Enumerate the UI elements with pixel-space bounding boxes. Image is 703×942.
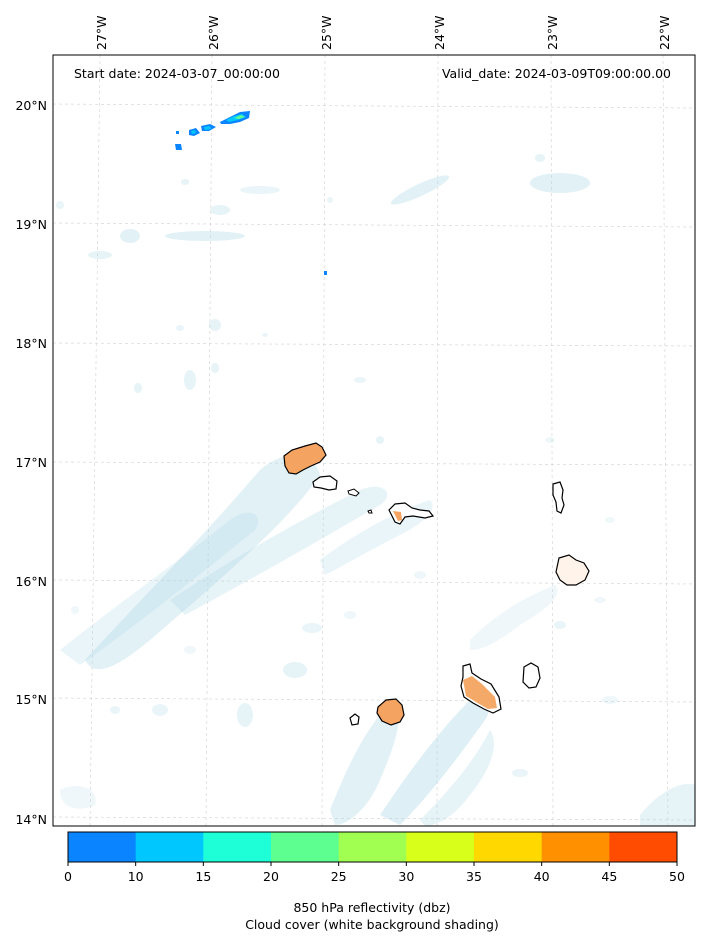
islands [283,442,590,726]
lat-label: 14°N [15,812,47,827]
colorbar-segment [474,832,543,862]
island-santo-antao [283,442,327,475]
colorbar-segment [406,832,475,862]
reflectivity-echoes [175,111,327,275]
colorbar-ticks: 0 10 15 20 25 30 35 40 45 50 [64,862,685,884]
colorbar-border [67,831,678,863]
lat-label: 18°N [15,336,47,351]
colorbar-segment [541,832,610,862]
colorbar-tick-label: 35 [466,869,482,884]
island-boa-vista [555,554,590,586]
valid-date-label: Valid_date: 2024-03-09T09:00:00.00 [442,66,671,81]
colorbar-segment [271,832,340,862]
colorbar-tick-label: 15 [195,869,211,884]
island-sao-vicente [312,475,338,491]
colorbar-tick-label: 40 [534,869,550,884]
latitude-labels: 20°N 19°N 18°N 17°N 16°N 15°N 14°N [15,98,47,827]
lat-label: 17°N [15,455,47,470]
colorbar [67,831,678,863]
colorbar-tick-label: 0 [64,869,72,884]
colorbar-tick-label: 10 [128,869,144,884]
colorbar-segment [135,832,204,862]
colorbar-tick-label: 20 [263,869,279,884]
plot-border [52,54,696,827]
colorbar-tick-label: 50 [669,869,685,884]
longitude-labels: 27°W 26°W 25°W 24°W 23°W 22°W [94,15,672,50]
island-brava [349,713,360,726]
island-branco [367,509,373,514]
lat-label: 20°N [15,98,47,113]
lat-label: 15°N [15,692,47,707]
colorbar-segment [203,832,272,862]
island-santa-luzia [347,488,360,497]
colorbar-label-reflectivity: 850 hPa reflectivity (dbz) [293,900,450,915]
map-content [53,55,695,826]
plot-area [53,55,695,826]
colorbar-segment [609,832,678,862]
gridlines [53,55,695,826]
colorbar-segment [338,832,407,862]
lat-label: 19°N [15,217,47,232]
colorbar-tick-label: 30 [398,869,414,884]
lon-label: 25°W [319,15,334,50]
island-sal [552,481,565,514]
lon-label: 24°W [432,15,447,50]
colorbar-segment [68,832,137,862]
island-fogo [376,698,405,726]
lat-label: 16°N [15,574,47,589]
lon-label: 26°W [206,15,221,50]
island-maio [522,662,541,689]
lon-label: 27°W [94,15,109,50]
colorbar-label-cloud: Cloud cover (white background shading) [245,917,499,932]
colorbar-tick-label: 45 [601,869,617,884]
cloud-cover [56,154,695,826]
start-date-label: Start date: 2024-03-07_00:00:00 [74,66,280,81]
lon-label: 22°W [657,15,672,50]
colorbar-tick-label: 25 [331,869,347,884]
lon-label: 23°W [545,15,560,50]
